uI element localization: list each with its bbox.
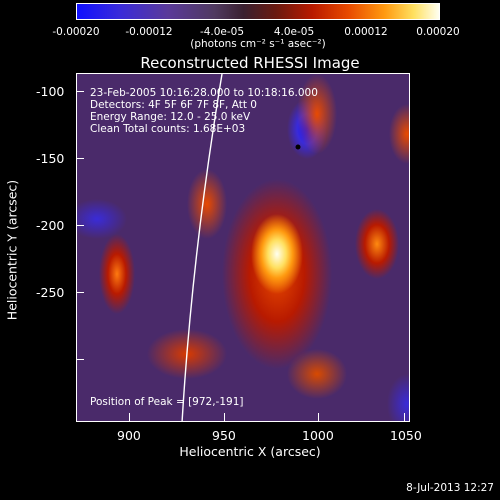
overlay-time: 23-Feb-2005 10:16:28.000 to 10:18:16.000 xyxy=(90,87,318,99)
colorbar-tick: 0.00020 xyxy=(416,26,460,38)
x-tick xyxy=(318,413,319,422)
overlay-detectors: Detectors: 4F 5F 6F 7F 8F, Att 0 xyxy=(90,99,257,111)
y-tick-label: -250 xyxy=(36,285,65,300)
x-tick xyxy=(224,413,225,422)
colorbar-unit: (photons cm⁻² s⁻¹ asec⁻²) xyxy=(190,38,326,50)
y-tick xyxy=(76,225,84,226)
x-tick xyxy=(404,413,405,422)
limb-line xyxy=(181,74,223,421)
x-tick-label: 950 xyxy=(212,428,236,443)
x-tick xyxy=(129,413,130,422)
colorbar-tick: 4.0e-05 xyxy=(273,26,315,38)
y-tick-label: -200 xyxy=(36,218,65,233)
y-tick xyxy=(76,359,84,360)
colorbar xyxy=(76,3,440,20)
y-tick xyxy=(76,158,84,159)
y-axis-label: Heliocentric Y (arcsec) xyxy=(4,179,20,321)
x-axis-label: Heliocentric X (arcsec) xyxy=(179,444,321,459)
image-plot xyxy=(76,73,410,422)
y-tick-label: -100 xyxy=(36,84,65,99)
plot-overlay-svg xyxy=(181,74,301,421)
colorbar-tick: -0.00012 xyxy=(125,26,173,38)
timestamp: 8-Jul-2013 12:27 xyxy=(406,482,494,494)
colorbar-tick: -0.00020 xyxy=(52,26,100,38)
peak-marker xyxy=(295,144,301,150)
overlay-peak: Position of Peak = [972,-191] xyxy=(90,396,244,408)
x-tick-label: 1000 xyxy=(302,428,334,443)
colorbar-tick: 0.00012 xyxy=(344,26,388,38)
x-tick-label: 1050 xyxy=(390,428,422,443)
overlay-energy: Energy Range: 12.0 - 25.0 keV xyxy=(90,111,251,123)
y-tick xyxy=(76,292,84,293)
colorbar-tick: -4.0e-05 xyxy=(199,26,245,38)
y-tick-label: -150 xyxy=(36,151,65,166)
x-tick-label: 900 xyxy=(117,428,141,443)
y-tick xyxy=(76,91,84,92)
plot-title: Reconstructed RHESSI Image xyxy=(140,54,360,72)
overlay-counts: Clean Total counts: 1.68E+03 xyxy=(90,123,246,135)
